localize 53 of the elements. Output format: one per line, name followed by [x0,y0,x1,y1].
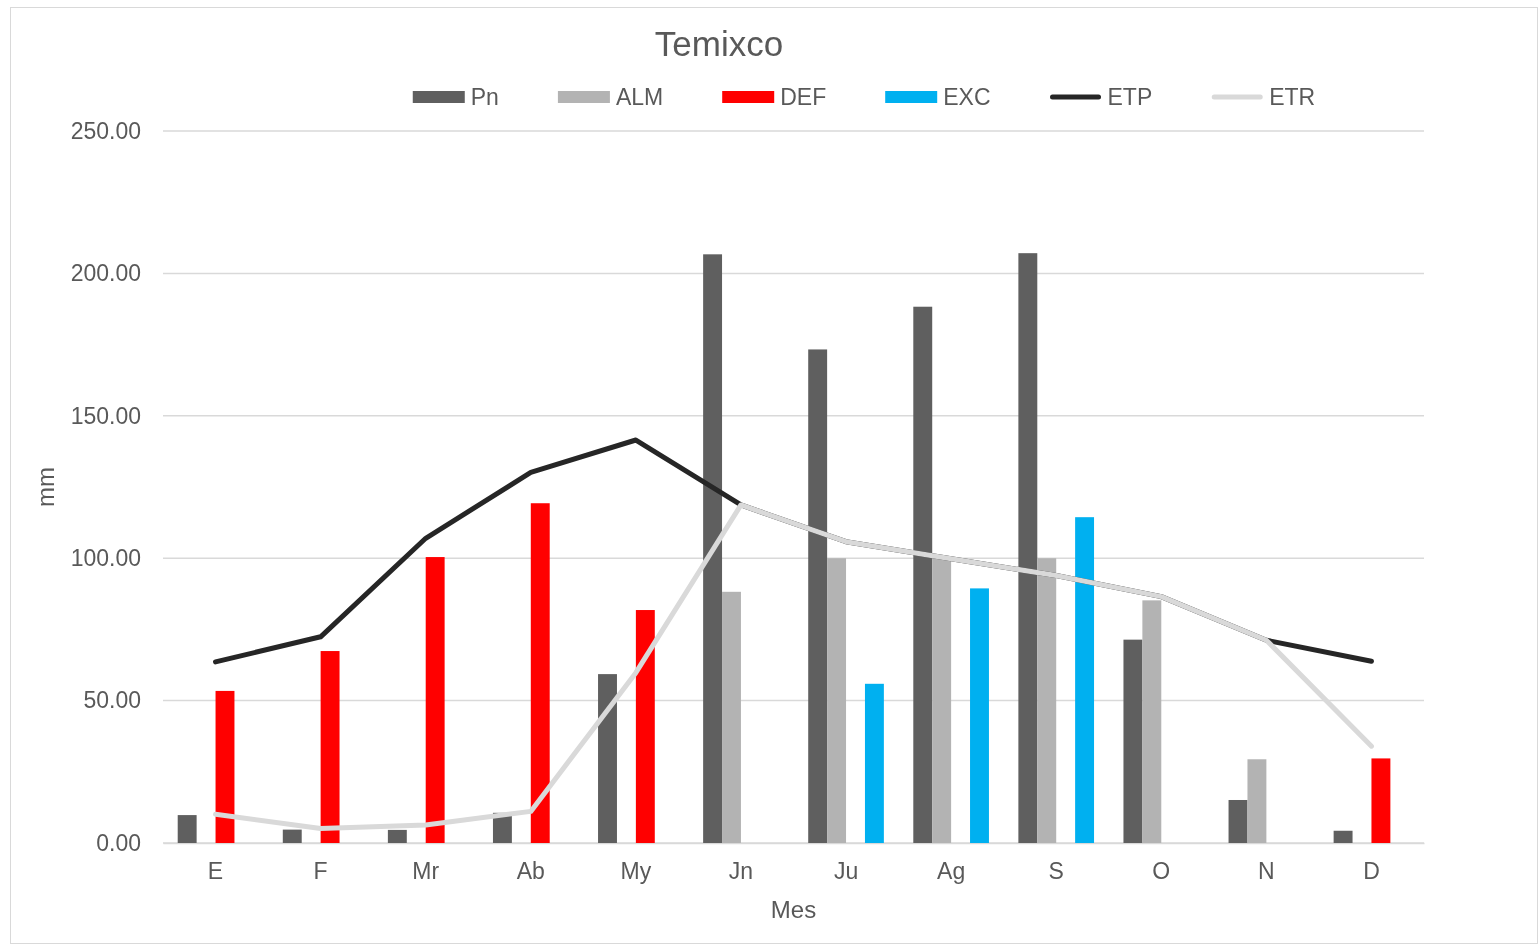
bar [1247,759,1267,843]
x-tick-label: My [620,858,652,885]
y-tick-label: 50.00 [83,687,141,714]
bar [635,610,655,843]
bar [703,254,723,843]
legend-label: DEF [780,84,827,110]
bar [320,651,340,843]
bar [913,306,933,843]
y-tick-label: 100.00 [70,545,141,572]
bar [1333,830,1353,843]
bar [1228,800,1248,843]
bar [1037,558,1057,843]
bar [387,829,407,843]
legend-label: ALM [615,84,664,110]
x-tick-label: D [1363,858,1380,885]
x-tick-label: N [1258,858,1275,885]
y-tick-label: 250.00 [70,117,141,144]
bar [970,588,989,843]
chart-title: Temixco [654,24,784,63]
y-tick-label: 0.00 [96,829,141,856]
bar [598,674,617,843]
x-tick-label: Ju [833,858,859,885]
bar [1142,600,1162,843]
x-tick-label: Jn [728,858,754,885]
x-tick-label: E [207,858,224,885]
legend-label: ETP [1107,84,1153,110]
x-tick-label: Ab [516,858,545,885]
x-axis-title: Mes [770,896,817,923]
bar [282,829,302,843]
bar [808,349,828,843]
bar [1123,639,1143,843]
y-tick-label: 150.00 [70,402,141,429]
bar [827,558,847,843]
x-tick-label: Mr [412,858,440,885]
bar [1075,517,1095,843]
bar [932,558,952,843]
bar [1018,253,1038,843]
legend-label: EXC [943,84,991,110]
y-tick-label: 200.00 [70,260,141,287]
x-tick-label: O [1152,858,1171,885]
bar [1371,758,1391,843]
bar [177,815,197,843]
x-tick-label: S [1048,858,1064,885]
bar [722,591,741,843]
bar [530,503,550,843]
legend-label: ETR [1269,84,1316,110]
legend-label: Pn [470,84,499,110]
bar [425,557,445,843]
bar [864,683,884,843]
x-tick-label: F [313,858,328,885]
bar [215,690,235,843]
y-axis-title: mm [32,467,59,507]
x-tick-label: Ag [937,858,966,885]
